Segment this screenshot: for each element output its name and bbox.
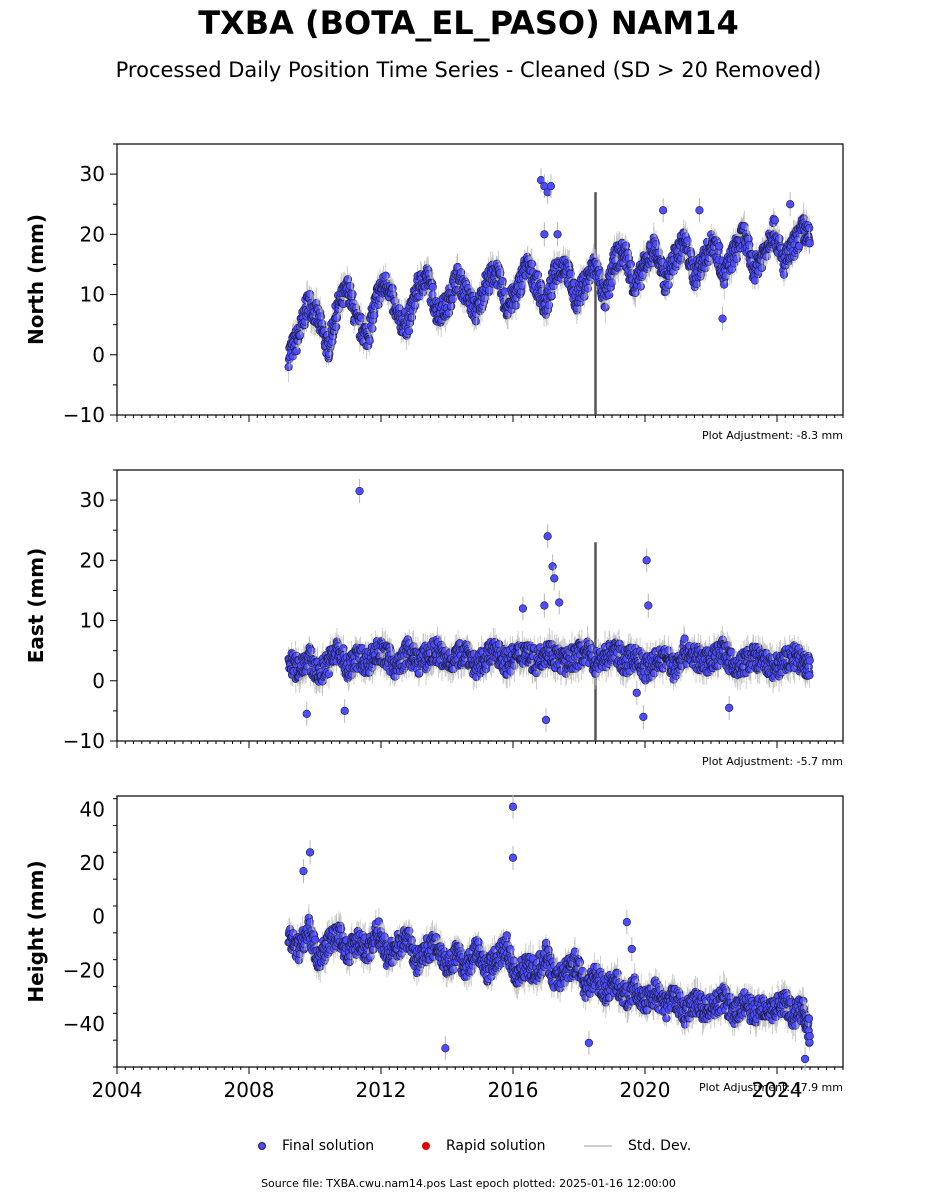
north-data-point: [448, 294, 457, 304]
east-axes-frame: [116, 469, 844, 742]
north-data-point: [332, 322, 341, 331]
north-y-tick-label: 0: [92, 343, 105, 367]
north-data-point: [720, 280, 729, 289]
chart-title: TXBA (BOTA_EL_PASO) NAM14: [0, 4, 937, 42]
north-data-point: [770, 216, 779, 225]
north-y-tick-label: 10: [80, 283, 105, 307]
north-data-point: [365, 336, 374, 345]
north-outlier-point: [718, 314, 727, 323]
east-y-tick-label: −10: [63, 729, 105, 753]
north-outlier-point: [695, 206, 704, 215]
north-axes-frame: [116, 143, 844, 416]
east-y-tick-label: 20: [80, 548, 105, 572]
north-outlier-point: [546, 182, 556, 191]
north-data-point: [428, 283, 438, 292]
east-y-tick-label: 30: [80, 488, 105, 512]
north-data-point: [779, 270, 789, 279]
north-y-tick-label: −10: [63, 403, 105, 427]
north-y-tick-label: 20: [80, 222, 105, 246]
east-y-tick-label: 10: [80, 609, 105, 633]
north-data-point: [715, 242, 724, 251]
north-data-point: [547, 291, 556, 301]
north-outlier-point: [659, 206, 668, 215]
north-data-point: [370, 311, 379, 320]
north-data-point: [527, 259, 537, 268]
north-data-point: [795, 241, 804, 251]
north-data-point: [404, 326, 414, 336]
north-data-point: [498, 276, 507, 286]
north-y-tick-label: 30: [80, 162, 105, 186]
chart-subtitle: Processed Daily Position Time Series - C…: [0, 58, 937, 82]
north-outlier-point: [540, 230, 549, 239]
north-data-point: [511, 301, 521, 310]
east-y-tick-label: 0: [92, 669, 105, 693]
north-outlier-point: [786, 200, 795, 209]
east-plot-adjustment: Plot Adjustment: -5.7 mm: [702, 755, 843, 768]
north-data-point: [692, 279, 701, 289]
north-outlier-point: [553, 230, 562, 239]
north-data-point: [368, 324, 377, 333]
east-y-axis-label: East (mm): [24, 548, 48, 664]
north-data-point: [805, 239, 814, 248]
north-y-axis-label: North (mm): [24, 214, 48, 345]
north-data-point: [626, 260, 636, 269]
north-plot-adjustment: Plot Adjustment: -8.3 mm: [702, 429, 843, 442]
